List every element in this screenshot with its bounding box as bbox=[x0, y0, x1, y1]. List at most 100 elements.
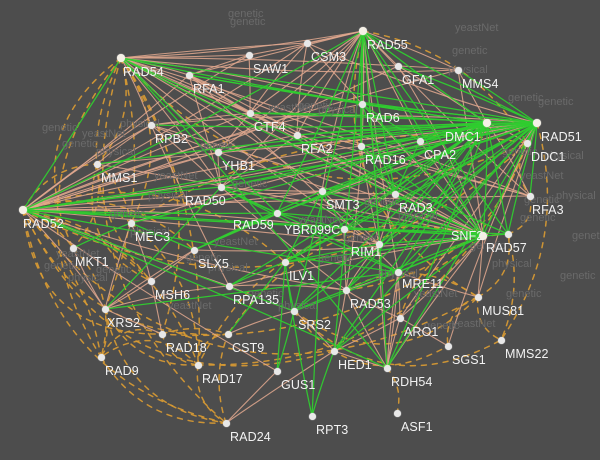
node-rad50[interactable] bbox=[217, 183, 225, 191]
edge-genetic bbox=[22, 209, 479, 355]
node-rad24[interactable] bbox=[222, 419, 230, 427]
edge-physical bbox=[22, 42, 308, 211]
node-asf1[interactable] bbox=[393, 409, 401, 417]
node-mus81[interactable] bbox=[474, 293, 482, 301]
edge-physical bbox=[217, 151, 484, 237]
edge-genetic bbox=[500, 233, 515, 341]
node-rfa3[interactable] bbox=[526, 192, 534, 200]
node-rad17[interactable] bbox=[194, 361, 202, 369]
node-rfa1[interactable] bbox=[185, 71, 193, 79]
node-mms22[interactable] bbox=[497, 336, 505, 344]
node-mec3[interactable] bbox=[127, 219, 135, 227]
node-hed1[interactable] bbox=[330, 347, 338, 355]
node-mms4[interactable] bbox=[454, 66, 462, 74]
node-xrs2[interactable] bbox=[101, 305, 109, 313]
node-rad55[interactable] bbox=[359, 27, 367, 35]
node-rad6[interactable] bbox=[358, 100, 366, 108]
node-cpa2[interactable] bbox=[416, 137, 424, 145]
edge-yeastNet bbox=[362, 30, 538, 124]
edge-yeastNet bbox=[333, 122, 488, 352]
edge-yeastNet bbox=[22, 209, 278, 215]
edge-yeastNet bbox=[276, 122, 538, 214]
edge-physical bbox=[345, 289, 401, 319]
node-rpt3[interactable] bbox=[308, 412, 316, 420]
node-yhb1[interactable] bbox=[214, 148, 222, 156]
node-rad59[interactable] bbox=[273, 209, 281, 217]
edge-physical bbox=[217, 30, 364, 153]
edge-genetic bbox=[161, 327, 229, 335]
node-rad3[interactable] bbox=[391, 190, 399, 198]
node-rad52[interactable] bbox=[19, 206, 27, 214]
node-rad51[interactable] bbox=[533, 119, 541, 127]
edge-physical bbox=[477, 235, 484, 298]
node-smt3[interactable] bbox=[318, 187, 326, 195]
edge-genetic bbox=[293, 310, 502, 367]
node-rad18[interactable] bbox=[158, 330, 166, 338]
edge-genetic bbox=[446, 296, 479, 347]
edge-physical bbox=[457, 69, 484, 237]
node-ilv1[interactable] bbox=[281, 258, 289, 266]
node-rad54[interactable] bbox=[117, 54, 125, 62]
node-msh6[interactable] bbox=[147, 277, 155, 285]
node-rim1[interactable] bbox=[375, 240, 383, 248]
node-mms1[interactable] bbox=[93, 160, 101, 168]
edge-yeastNet bbox=[193, 122, 488, 251]
node-saw1[interactable] bbox=[245, 51, 253, 59]
node-ctf4[interactable] bbox=[246, 109, 254, 117]
node-rfa2[interactable] bbox=[293, 131, 301, 139]
edge-yeastNet bbox=[284, 243, 380, 263]
node-snf2[interactable] bbox=[479, 232, 487, 240]
node-rdh54[interactable] bbox=[383, 364, 391, 372]
node-cst9[interactable] bbox=[224, 330, 232, 338]
edge-genetic bbox=[386, 367, 400, 414]
node-rpb2[interactable] bbox=[147, 121, 155, 129]
edge-physical bbox=[220, 186, 347, 291]
edge-genetic bbox=[161, 333, 199, 366]
node-srs2[interactable] bbox=[290, 307, 298, 315]
edge-genetic bbox=[100, 329, 163, 358]
edge-genetic bbox=[100, 356, 227, 424]
edge-genetic bbox=[56, 57, 122, 358]
node-sgs1[interactable] bbox=[444, 342, 452, 350]
node-csm3[interactable] bbox=[303, 39, 311, 47]
edge-genetic bbox=[22, 209, 163, 335]
node-gfa1[interactable] bbox=[394, 62, 402, 70]
edge-physical bbox=[188, 74, 251, 114]
edge-genetic bbox=[120, 57, 200, 366]
node-ybr099c[interactable] bbox=[340, 225, 348, 233]
edge-yeastNet bbox=[120, 57, 509, 235]
edge-yeastNet bbox=[193, 212, 278, 251]
edge-genetic bbox=[197, 333, 229, 366]
node-rad57[interactable] bbox=[504, 230, 512, 238]
edge-physical bbox=[22, 134, 298, 211]
node-slx5[interactable] bbox=[190, 246, 198, 254]
edge-yeastNet bbox=[276, 212, 345, 230]
node-mkt1[interactable] bbox=[69, 244, 77, 252]
edge-genetic bbox=[104, 308, 227, 424]
node-rpa135[interactable] bbox=[225, 282, 233, 290]
node-rad16[interactable] bbox=[357, 142, 365, 150]
edge-physical bbox=[386, 317, 401, 369]
node-aro1[interactable] bbox=[396, 314, 404, 322]
node-gus1[interactable] bbox=[273, 367, 281, 375]
node-dmc1[interactable] bbox=[483, 119, 491, 127]
edge-physical bbox=[386, 235, 484, 369]
node-ddc1[interactable] bbox=[523, 139, 531, 147]
node-rad53[interactable] bbox=[342, 286, 350, 294]
edge-yeastNet bbox=[362, 30, 388, 369]
edge-physical bbox=[120, 57, 222, 188]
edge-physical bbox=[104, 308, 163, 335]
edge-physical bbox=[343, 228, 347, 291]
edge-yeastNet bbox=[362, 30, 488, 124]
edge-yeastNet bbox=[22, 57, 122, 211]
node-rad9[interactable] bbox=[97, 353, 105, 361]
node-mre11[interactable] bbox=[394, 268, 402, 276]
edge-physical bbox=[150, 280, 163, 335]
edge-yeastNet bbox=[397, 65, 538, 124]
edge-genetic bbox=[72, 247, 107, 358]
edge-genetic bbox=[218, 333, 229, 424]
edge-physical bbox=[188, 74, 484, 237]
edge-physical bbox=[293, 310, 335, 352]
